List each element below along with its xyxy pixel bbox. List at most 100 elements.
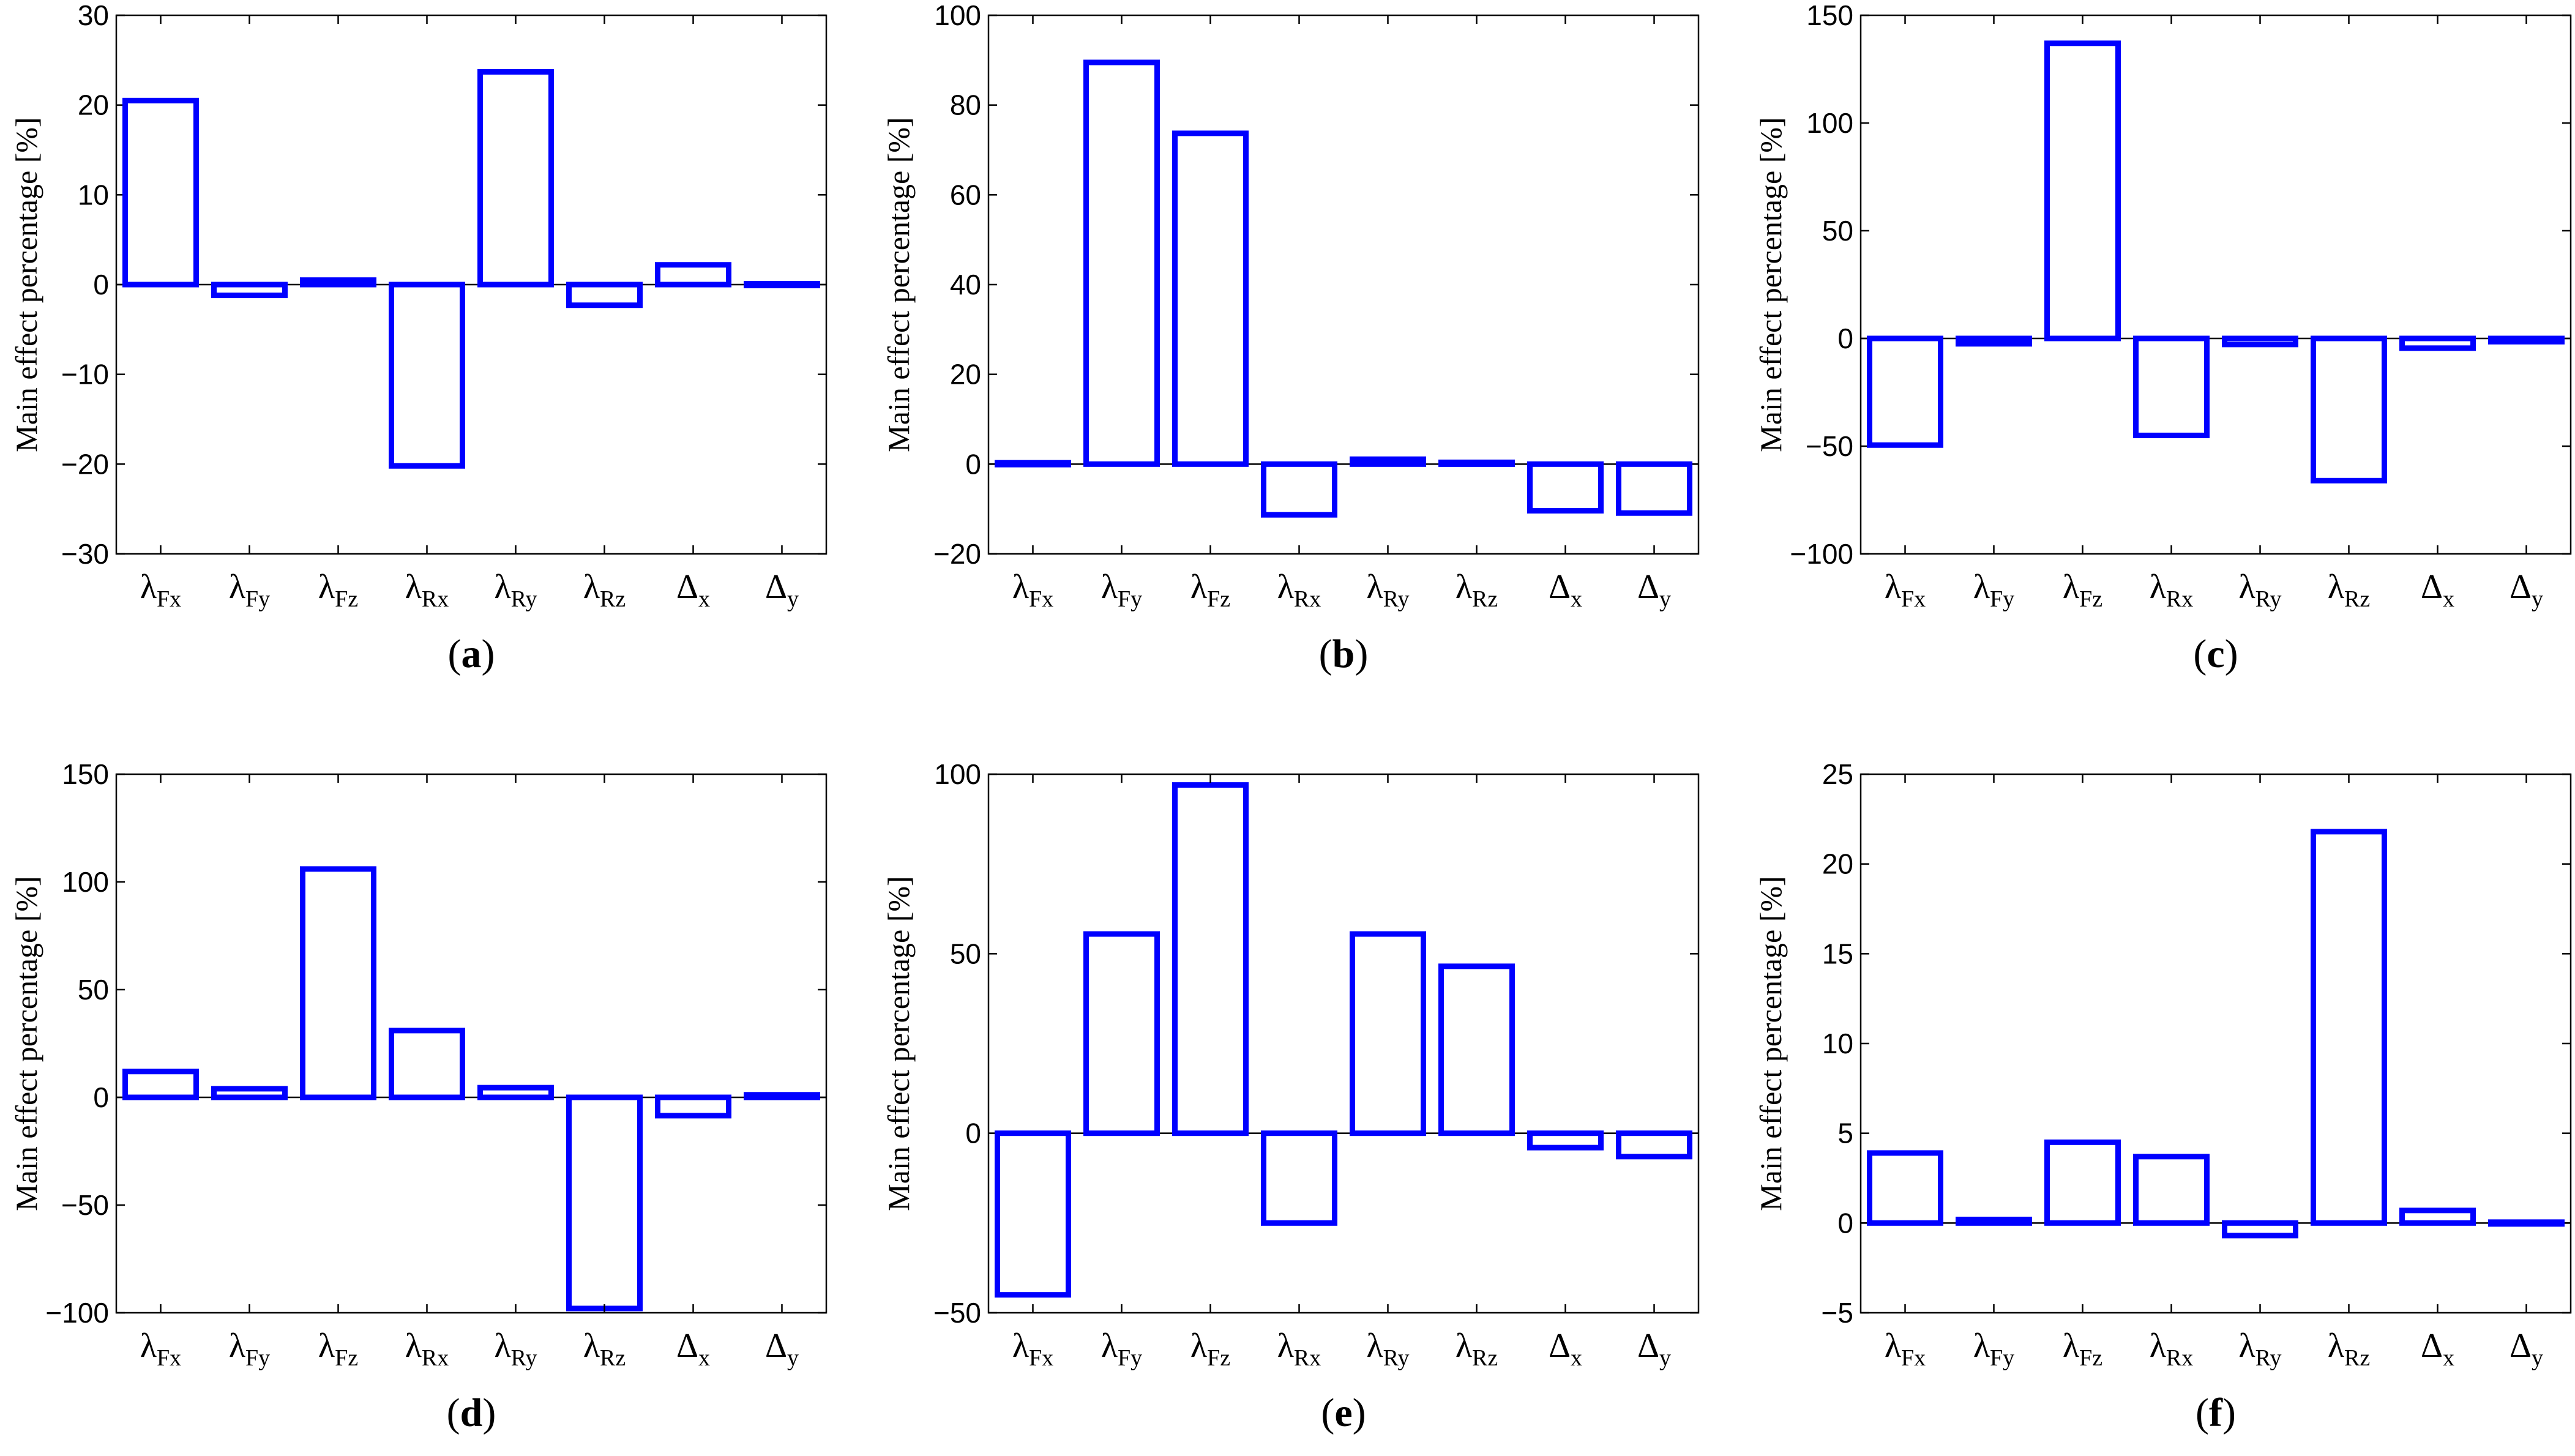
bar-fy: [211, 282, 288, 299]
x-tick-label: Δy: [765, 1327, 799, 1371]
chart-panel-f: −5 0 5 10 15 20 25 λFx λFy λFz λRx λRy λRz Δx Δy Main e…: [1754, 758, 2572, 1435]
bar-fx: [995, 460, 1071, 468]
bar-ry: [2222, 335, 2298, 348]
x-tick-label: λRy: [495, 568, 537, 612]
x-tick-label: λRx: [405, 568, 449, 612]
bar-fz: [300, 866, 376, 1100]
x-tick-label: λRx: [405, 1327, 449, 1371]
bar-rx: [1261, 1130, 1337, 1226]
y-tick-label: 0: [93, 1081, 109, 1113]
x-tick-label: Δx: [676, 1327, 710, 1371]
bar-fx: [995, 1130, 1071, 1298]
x-tick-label: Δx: [2421, 568, 2454, 612]
y-tick-label: 5: [1837, 1118, 1853, 1149]
bar-x: [655, 262, 731, 288]
bar-fy: [211, 1086, 288, 1100]
x-tick-label: λFy: [1101, 568, 1142, 612]
x-tick-label: λFy: [1973, 1327, 2014, 1371]
y-axis-label: Main effect percentage [%]: [9, 876, 43, 1211]
bar-y: [2488, 1219, 2565, 1227]
axes-frame: [115, 773, 828, 1314]
bar-fz: [300, 277, 376, 288]
bar-ry: [1350, 931, 1426, 1137]
x-tick-label: λFx: [1012, 1327, 1053, 1371]
x-tick-label: λRz: [1456, 1327, 1498, 1371]
axes-frame: [1859, 14, 2572, 555]
axes-frame: [987, 14, 1700, 555]
panel-caption: (c): [2193, 632, 2238, 676]
bar-rz: [566, 282, 643, 308]
x-tick-label: λRy: [2239, 1327, 2282, 1371]
x-tick-label: λRz: [583, 1327, 626, 1371]
bar-fy: [1956, 335, 2032, 347]
x-tick-label: λFz: [2063, 1327, 2102, 1371]
y-tick-label: 50: [78, 974, 109, 1006]
bar-x: [2399, 335, 2476, 351]
y-tick-label: 50: [950, 938, 981, 969]
bar-rx: [389, 282, 465, 469]
y-tick-label: 15: [1822, 938, 1853, 969]
x-tick-label: λFz: [318, 1327, 358, 1371]
bar-x: [2399, 1208, 2476, 1226]
bar-rz: [1438, 963, 1515, 1137]
x-tick-label: Δx: [676, 568, 710, 612]
y-tick-label: 60: [950, 179, 981, 211]
bar-fx: [122, 97, 199, 288]
axes-frame: [987, 773, 1700, 1314]
y-tick-label: 0: [1837, 1207, 1853, 1239]
x-tick-label: λFx: [140, 1327, 181, 1371]
x-tick-label: λRy: [2239, 568, 2282, 612]
bar-rx: [2133, 1154, 2210, 1226]
x-tick-label: λFy: [229, 568, 270, 612]
bar-fy: [1083, 59, 1160, 467]
y-axis-label: Main effect percentage [%]: [881, 876, 916, 1211]
panel-caption: (f): [2196, 1391, 2236, 1435]
x-tick-label: λRy: [1367, 568, 1410, 612]
bar-x: [655, 1094, 731, 1119]
x-tick-label: λRz: [1456, 568, 1498, 612]
x-tick-label: Δy: [2510, 568, 2543, 612]
y-tick-label: −5: [1822, 1297, 1853, 1329]
x-tick-label: Δx: [1549, 1327, 1582, 1371]
y-tick-label: 20: [950, 359, 981, 390]
x-tick-label: λFy: [1973, 568, 2014, 612]
x-tick-label: λFz: [1190, 568, 1230, 612]
y-tick-label: 0: [965, 1118, 981, 1149]
y-tick-label: 20: [78, 89, 109, 121]
bar-rx: [389, 1028, 465, 1100]
axes-frame: [1859, 773, 2572, 1314]
bar-rz: [566, 1094, 643, 1312]
bar-fx: [122, 1069, 199, 1100]
bar-x: [1527, 1130, 1604, 1151]
y-tick-label: 100: [62, 866, 109, 898]
y-tick-label: 0: [965, 448, 981, 480]
y-axis-label: Main effect percentage [%]: [881, 117, 916, 452]
x-tick-label: λRy: [1367, 1327, 1410, 1371]
x-tick-label: Δy: [1637, 1327, 1671, 1371]
bar-fz: [2044, 1139, 2121, 1226]
x-tick-label: λRx: [2150, 568, 2194, 612]
y-tick-label: −50: [1806, 430, 1853, 462]
x-tick-label: λFz: [1190, 1327, 1230, 1371]
x-tick-label: λFx: [1885, 568, 1926, 612]
bar-y: [744, 281, 820, 289]
y-tick-label: −10: [61, 359, 109, 390]
x-tick-label: Δx: [2421, 1327, 2454, 1371]
x-tick-label: λFy: [229, 1327, 270, 1371]
x-tick-label: λFy: [1101, 1327, 1142, 1371]
x-tick-label: Δy: [2510, 1327, 2543, 1371]
panel-caption: (b): [1319, 632, 1369, 676]
bar-rz: [2311, 335, 2387, 483]
x-tick-label: λRy: [495, 1327, 537, 1371]
x-tick-label: λRx: [1277, 568, 1321, 612]
bar-ry: [2222, 1220, 2298, 1239]
bar-y: [1616, 1130, 1692, 1160]
chart-panel-d: −100 −50 0 50 100 150 λFx λFy λFz λRx λRy λRz Δx Δy Ma…: [9, 758, 828, 1435]
y-axis-label: Main effect percentage [%]: [9, 117, 43, 452]
bar-ry: [477, 69, 554, 288]
bar-fz: [2044, 40, 2121, 342]
x-tick-label: λRz: [2328, 1327, 2370, 1371]
chart-panel-c: −100 −50 0 50 100 150 λFx λFy λFz λRx λRy λRz Δx Δy Ma…: [1754, 0, 2572, 676]
y-axis-label: Main effect percentage [%]: [1754, 117, 1788, 452]
x-tick-label: λRx: [1277, 1327, 1321, 1371]
